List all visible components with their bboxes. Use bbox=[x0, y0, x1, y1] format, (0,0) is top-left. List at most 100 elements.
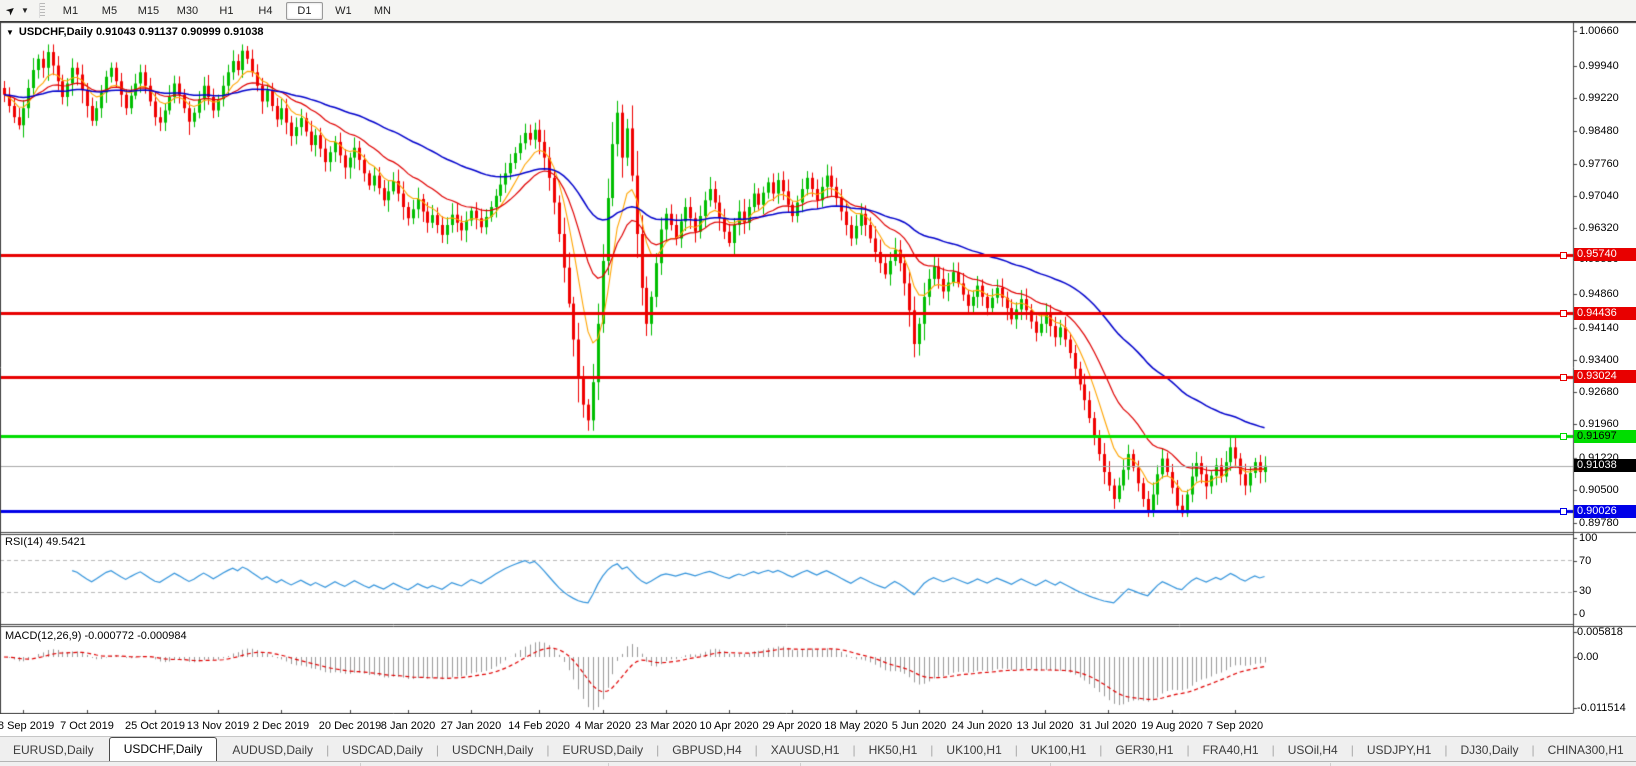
hline-price-badge: 0.94436 bbox=[1574, 306, 1636, 320]
tab-separator: | bbox=[1014, 742, 1018, 757]
date-axis-label: 20 Dec 2019 bbox=[318, 720, 382, 732]
hline-marker[interactable] bbox=[1560, 433, 1567, 441]
price-axis-label: 0.89780 bbox=[1579, 517, 1619, 529]
chart-area: ▼ USDCHF,Daily 0.91043 0.91137 0.90999 0.… bbox=[0, 22, 1636, 714]
chart-canvas[interactable] bbox=[0, 22, 1636, 714]
rsi-indicator-label: RSI(14) 49.5421 bbox=[5, 536, 86, 548]
chart-tab-ger30-h1[interactable]: GER30,H1 bbox=[1115, 743, 1174, 757]
price-axis-label: 0.99220 bbox=[1579, 92, 1619, 104]
price-axis-label: 0.90500 bbox=[1579, 484, 1619, 496]
rsi-axis-label: 30 bbox=[1579, 585, 1592, 597]
timeframe-button-h1[interactable]: H1 bbox=[219, 4, 234, 17]
timeframe-button-w1[interactable]: W1 bbox=[335, 4, 352, 17]
date-axis-label: 13 Jul 2020 bbox=[1016, 720, 1074, 732]
hline-marker[interactable] bbox=[1560, 310, 1567, 318]
timeframe-button-m30[interactable]: M30 bbox=[176, 4, 199, 17]
tab-separator: | bbox=[1186, 742, 1190, 757]
tab-separator: | bbox=[656, 742, 660, 757]
chart-tab-usoil-h4[interactable]: USOil,H4 bbox=[1287, 743, 1338, 757]
timeframe-button-m15[interactable]: M15 bbox=[137, 4, 160, 17]
tab-separator: | bbox=[546, 742, 550, 757]
chart-tab-eurusd-daily[interactable]: EURUSD,Daily bbox=[13, 743, 94, 757]
price-axis-label: 0.97040 bbox=[1579, 190, 1619, 202]
chart-tab-uk100-h1[interactable]: UK100,H1 bbox=[946, 743, 1002, 757]
timeframe-toolbar: ➤ ▼ M1 M5 M15 M30 H1 H4 D1 W1 MN bbox=[0, 0, 1636, 22]
price-axis-label: 1.00660 bbox=[1579, 25, 1619, 37]
date-axis-label: 7 Sep 2020 bbox=[1206, 720, 1264, 732]
status-separator bbox=[1330, 763, 1331, 766]
date-axis-label: 24 Jun 2020 bbox=[951, 720, 1013, 732]
chart-tab-xauusd-h1[interactable]: XAUUSD,H1 bbox=[770, 743, 840, 757]
timeframe-button-mn[interactable]: MN bbox=[373, 4, 391, 17]
chart-tab-usdchf-daily[interactable]: USDCHF,Daily bbox=[108, 737, 218, 762]
timeframe-button-d1[interactable]: D1 bbox=[285, 1, 323, 20]
toolbar-grip[interactable] bbox=[38, 3, 45, 18]
date-axis-label: 23 Mar 2020 bbox=[635, 720, 697, 732]
date-axis-label: 18 May 2020 bbox=[824, 720, 888, 732]
chart-tab-usdcnh-daily[interactable]: USDCNH,Daily bbox=[452, 743, 534, 757]
tab-separator: | bbox=[754, 742, 758, 757]
date-axis-label: 19 Aug 2020 bbox=[1141, 720, 1203, 732]
hline-price-badge: 0.90026 bbox=[1574, 504, 1636, 518]
timeframe-button-h4[interactable]: H4 bbox=[258, 4, 273, 17]
timeframe-button-m5[interactable]: M5 bbox=[101, 4, 118, 17]
date-axis-label: 5 Jun 2020 bbox=[891, 720, 947, 732]
macd-indicator-label: MACD(12,26,9) -0.000772 -0.000984 bbox=[5, 630, 187, 642]
date-axis-label: 8 Jan 2020 bbox=[380, 720, 436, 732]
chart-tab-uk100-h1[interactable]: UK100,H1 bbox=[1030, 743, 1087, 757]
status-separator bbox=[1050, 763, 1051, 766]
date-axis-label: 7 Oct 2019 bbox=[60, 720, 114, 732]
date-axis-label: 31 Jul 2020 bbox=[1079, 720, 1137, 732]
chart-dropdown-icon[interactable]: ▼ bbox=[6, 28, 14, 37]
tab-separator: | bbox=[1531, 742, 1535, 757]
chart-tab-china300-h1[interactable]: CHINA300,H1 bbox=[1547, 743, 1624, 757]
chart-tab-fra40-h1[interactable]: FRA40,H1 bbox=[1202, 743, 1259, 757]
chart-tab-hk50-h1[interactable]: HK50,H1 bbox=[868, 743, 918, 757]
chart-tab-eurusd-daily[interactable]: EURUSD,Daily bbox=[562, 743, 644, 757]
date-axis-label: 14 Feb 2020 bbox=[508, 720, 570, 732]
date-axis-label: 13 Nov 2019 bbox=[186, 720, 250, 732]
status-separator bbox=[800, 763, 801, 766]
date-axis-label: 18 Sep 2019 bbox=[0, 720, 55, 732]
status-separator bbox=[360, 763, 361, 766]
current-price-badge: 0.91038 bbox=[1574, 459, 1636, 473]
tab-separator: | bbox=[435, 742, 439, 757]
date-axis-label: 2 Dec 2019 bbox=[252, 720, 310, 732]
tab-separator: | bbox=[1271, 742, 1275, 757]
tab-separator: | bbox=[1444, 742, 1448, 757]
hline-price-badge: 0.95740 bbox=[1574, 248, 1636, 262]
price-axis-label: 0.94860 bbox=[1579, 288, 1619, 300]
chart-title: ▼ USDCHF,Daily 0.91043 0.91137 0.90999 0.… bbox=[6, 26, 264, 38]
price-axis-label: 0.93400 bbox=[1579, 354, 1619, 366]
rsi-axis-label: 100 bbox=[1579, 532, 1598, 544]
tab-separator: | bbox=[852, 742, 856, 757]
price-axis-label: 0.96320 bbox=[1579, 222, 1619, 234]
tab-separator: | bbox=[1350, 742, 1354, 757]
chart-tab-usdjpy-h1[interactable]: USDJPY,H1 bbox=[1366, 743, 1432, 757]
timeframe-button-m1[interactable]: M1 bbox=[62, 4, 79, 17]
rsi-axis-label: 70 bbox=[1579, 555, 1592, 567]
tab-separator: | bbox=[1099, 742, 1103, 757]
tool-dropdown-caret[interactable]: ▼ bbox=[21, 6, 29, 15]
chart-tab-gbpusd-h4[interactable]: GBPUSD,H4 bbox=[672, 743, 742, 757]
date-axis-label: 10 Apr 2020 bbox=[699, 720, 759, 732]
rsi-axis-label: 0 bbox=[1579, 608, 1586, 620]
status-separator bbox=[608, 763, 609, 766]
hline-marker[interactable] bbox=[1560, 508, 1567, 516]
hline-marker[interactable] bbox=[1560, 251, 1567, 259]
cursor-tool-icon[interactable]: ➤ bbox=[3, 2, 19, 19]
chart-tab-bar: EURUSD,Daily USDCHF,Daily AUDUSD,Daily | USD… bbox=[0, 736, 1636, 762]
hline-price-badge: 0.91697 bbox=[1574, 429, 1636, 443]
price-axis-label: 0.91960 bbox=[1579, 418, 1619, 430]
tab-separator: | bbox=[326, 742, 330, 757]
date-axis-label: 27 Jan 2020 bbox=[440, 720, 502, 732]
tabs: EURUSD,Daily USDCHF,Daily AUDUSD,Daily | USD… bbox=[0, 737, 1636, 762]
chart-tab-dj30-daily[interactable]: DJ30,Daily bbox=[1460, 743, 1519, 757]
chart-tab-audusd-daily[interactable]: AUDUSD,Daily bbox=[232, 743, 314, 757]
chart-tab-usdcad-daily[interactable]: USDCAD,Daily bbox=[342, 743, 423, 757]
hline-price-badge: 0.93024 bbox=[1574, 370, 1636, 384]
status-bar bbox=[0, 761, 1636, 766]
hline-marker[interactable] bbox=[1560, 373, 1567, 381]
macd-axis-label: 0.005818 bbox=[1577, 626, 1623, 638]
